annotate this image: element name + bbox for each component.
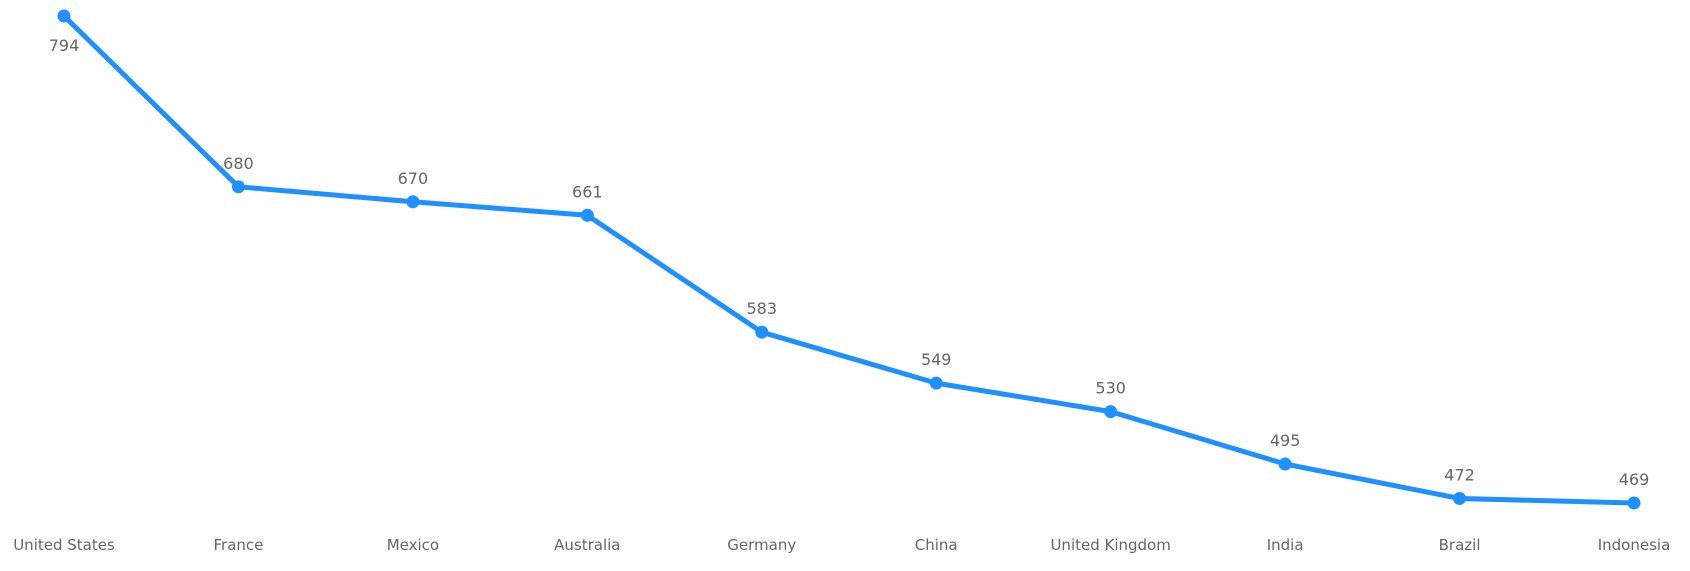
- data-label: 680: [223, 154, 254, 173]
- data-point[interactable]: [929, 376, 943, 390]
- data-point[interactable]: [57, 9, 71, 23]
- x-tick-label: Brazil: [1439, 536, 1481, 554]
- series-line: [61, 13, 1637, 506]
- x-tick-label: France: [213, 536, 263, 554]
- data-labels: 794 680 670 661 583 549 530 495 472 469: [49, 36, 1650, 489]
- data-point[interactable]: [580, 208, 594, 222]
- data-point[interactable]: [231, 180, 245, 194]
- x-tick-label: India: [1267, 536, 1304, 554]
- data-point[interactable]: [1104, 405, 1118, 419]
- data-label: 583: [747, 299, 778, 318]
- data-points: [57, 9, 1641, 510]
- data-point[interactable]: [755, 325, 769, 339]
- data-label: 469: [1619, 470, 1650, 489]
- data-label: 549: [921, 350, 952, 369]
- data-label: 530: [1095, 379, 1126, 398]
- data-label: 661: [572, 182, 603, 201]
- x-tick-label: Germany: [727, 536, 796, 554]
- data-label: 495: [1270, 431, 1301, 450]
- data-point[interactable]: [1627, 496, 1641, 510]
- data-label: 794: [49, 36, 80, 55]
- data-point[interactable]: [1278, 457, 1292, 471]
- x-tick-label: United States: [13, 536, 115, 554]
- data-label: 472: [1444, 466, 1475, 485]
- x-tick-label: China: [915, 536, 958, 554]
- x-tick-label: Indonesia: [1598, 536, 1671, 554]
- data-point[interactable]: [1453, 492, 1467, 506]
- data-label: 670: [398, 169, 429, 188]
- data-point[interactable]: [406, 195, 420, 209]
- x-tick-label: United Kingdom: [1050, 536, 1170, 554]
- x-tick-label: Australia: [554, 536, 620, 554]
- x-tick-label: Mexico: [387, 536, 439, 554]
- x-axis-tick-labels: United States France Mexico Australia German…: [13, 536, 1670, 554]
